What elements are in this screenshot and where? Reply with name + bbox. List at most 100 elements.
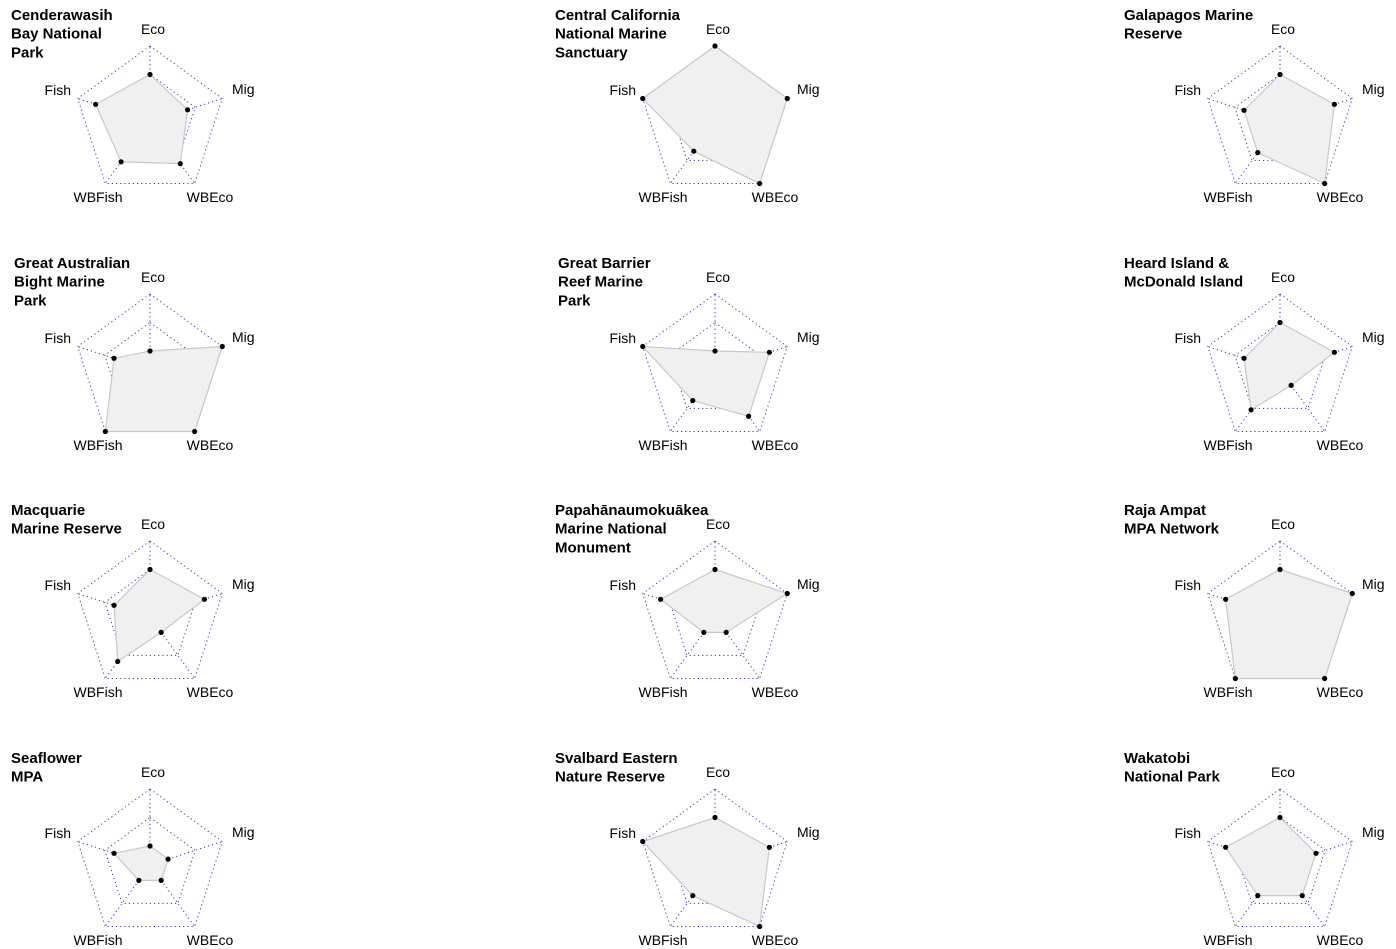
axis-label-eco: Eco xyxy=(141,764,165,780)
data-area xyxy=(104,345,224,433)
axis-label-wbfish: WBFish xyxy=(1204,932,1253,948)
panel-title: Svalbard Eastern xyxy=(555,750,678,767)
axis-label-fish: Fish xyxy=(45,82,71,98)
panel-title: Bay National xyxy=(11,26,102,43)
data-point-wbeco xyxy=(158,629,164,635)
panel-title: Macquarie xyxy=(11,502,85,519)
panel-title: Papahānaumokuākea xyxy=(555,502,709,519)
data-point-fish xyxy=(111,850,117,856)
panel-title: Nature Reserve xyxy=(555,769,665,786)
axis-label-wbfish: WBFish xyxy=(74,437,123,453)
data-point-wbfish xyxy=(1255,149,1261,156)
grid-ring xyxy=(642,788,788,927)
data-point-wbeco xyxy=(746,413,752,419)
data-point-wbeco xyxy=(158,877,164,883)
grid-ring xyxy=(642,45,788,184)
axis-label-fish: Fish xyxy=(1175,577,1201,593)
axis-label-wbfish: WBFish xyxy=(74,932,123,948)
data-point-fish xyxy=(1241,107,1247,113)
axis-label-wbfish: WBFish xyxy=(74,189,123,205)
data-point-fish xyxy=(1223,596,1229,602)
data-point-fish xyxy=(111,355,117,361)
radar-panel: Eco Mig WBEco WBFish Fish Cenderawasih Bay Nat… xyxy=(11,7,255,205)
panel-title: MPA Network xyxy=(1124,521,1220,538)
panel-title: Galapagos Marine xyxy=(1124,7,1253,24)
data-point-eco xyxy=(147,348,153,354)
axis-label-wbfish: WBFish xyxy=(639,437,688,453)
panel-title: Marine National xyxy=(555,521,667,538)
data-point-fish xyxy=(658,596,664,602)
panel-title: Park xyxy=(14,292,47,309)
axis-label-fish: Fish xyxy=(1175,82,1201,98)
axis-label-wbfish: WBFish xyxy=(1204,684,1253,700)
data-point-eco xyxy=(712,43,718,49)
grid-spoke xyxy=(669,632,705,679)
axis-label-fish: Fish xyxy=(45,577,71,593)
data-point-fish xyxy=(1223,844,1229,850)
radar-panel: Eco Mig WBEco WBFish Fish Papahānaumokuākea Ma… xyxy=(555,502,820,700)
data-point-wbfish xyxy=(1232,675,1238,682)
grid-ring xyxy=(1207,788,1353,927)
axis-label-wbeco: WBEco xyxy=(1317,189,1364,205)
data-point-fish xyxy=(111,602,117,608)
data-area xyxy=(1224,816,1317,897)
data-area xyxy=(641,816,771,928)
data-point-wbeco xyxy=(757,180,763,187)
data-point-mig xyxy=(1331,101,1337,107)
data-point-wbfish xyxy=(118,159,124,165)
axis-label-fish: Fish xyxy=(1175,330,1201,346)
grid-ring xyxy=(642,293,788,432)
data-point-mig xyxy=(766,349,772,355)
data-point-wbfish xyxy=(690,397,696,404)
grid-ring xyxy=(669,321,761,409)
axis-label-fish: Fish xyxy=(610,330,636,346)
panel-title: MPA xyxy=(11,769,43,786)
data-point-wbfish xyxy=(102,428,108,435)
data-point-wbeco xyxy=(192,428,198,435)
panel-title: Raja Ampat xyxy=(1124,502,1206,519)
data-area xyxy=(1224,568,1354,680)
panel-title: Sanctuary xyxy=(555,44,628,61)
data-area xyxy=(641,345,771,418)
axis-label-mig: Mig xyxy=(1362,329,1385,345)
panel-title: Cenderawasih xyxy=(11,7,113,24)
panel-title: Heard Island & xyxy=(1124,255,1229,272)
axis-label-wbeco: WBEco xyxy=(187,684,234,700)
radar-panel: Eco Mig WBEco WBFish Fish Great Barrier Reef M… xyxy=(558,255,820,453)
grid-ring xyxy=(1234,816,1326,904)
axis-label-mig: Mig xyxy=(797,824,820,840)
data-point-wbfish xyxy=(136,877,142,883)
axis-label-wbeco: WBEco xyxy=(752,684,799,700)
radar-panel: Eco Mig WBEco WBFish Fish Seaflower MPA xyxy=(11,750,255,948)
grid-ring xyxy=(642,540,788,679)
radar-panel: Eco Mig WBEco WBFish Fish Raja Ampat MPA Netwo… xyxy=(1124,502,1385,700)
data-point-mig xyxy=(219,343,225,350)
axis-label-mig: Mig xyxy=(232,81,255,97)
axis-label-wbfish: WBFish xyxy=(74,684,123,700)
panel-title: National Marine xyxy=(555,26,667,43)
data-point-eco xyxy=(712,348,718,354)
data-point-wbfish xyxy=(115,658,121,665)
data-point-fish xyxy=(93,101,99,107)
axis-label-wbeco: WBEco xyxy=(1317,932,1364,948)
data-point-eco xyxy=(147,71,153,78)
axis-label-fish: Fish xyxy=(610,82,636,98)
panel-title: National Park xyxy=(1124,769,1221,786)
data-point-mig xyxy=(184,107,191,113)
axis-label-eco: Eco xyxy=(706,516,730,532)
grid-ring xyxy=(77,45,223,184)
panel-title: Seaflower xyxy=(11,750,82,767)
panel-title: Marine Reserve xyxy=(11,521,122,538)
panel-title: Great Australian xyxy=(14,255,130,272)
grid-ring xyxy=(1207,293,1353,432)
radar-panel: Eco Mig WBEco WBFish Fish Central California N… xyxy=(555,7,820,205)
axis-label-wbeco: WBEco xyxy=(187,437,234,453)
panel-title: Reef Marine xyxy=(558,274,643,291)
data-point-mig xyxy=(766,844,772,850)
data-point-fish xyxy=(1241,355,1247,361)
axis-label-wbfish: WBFish xyxy=(639,932,688,948)
data-area xyxy=(641,45,788,185)
data-point-wbeco xyxy=(723,629,729,635)
axis-label-wbeco: WBEco xyxy=(752,189,799,205)
grid-ring xyxy=(77,788,223,927)
